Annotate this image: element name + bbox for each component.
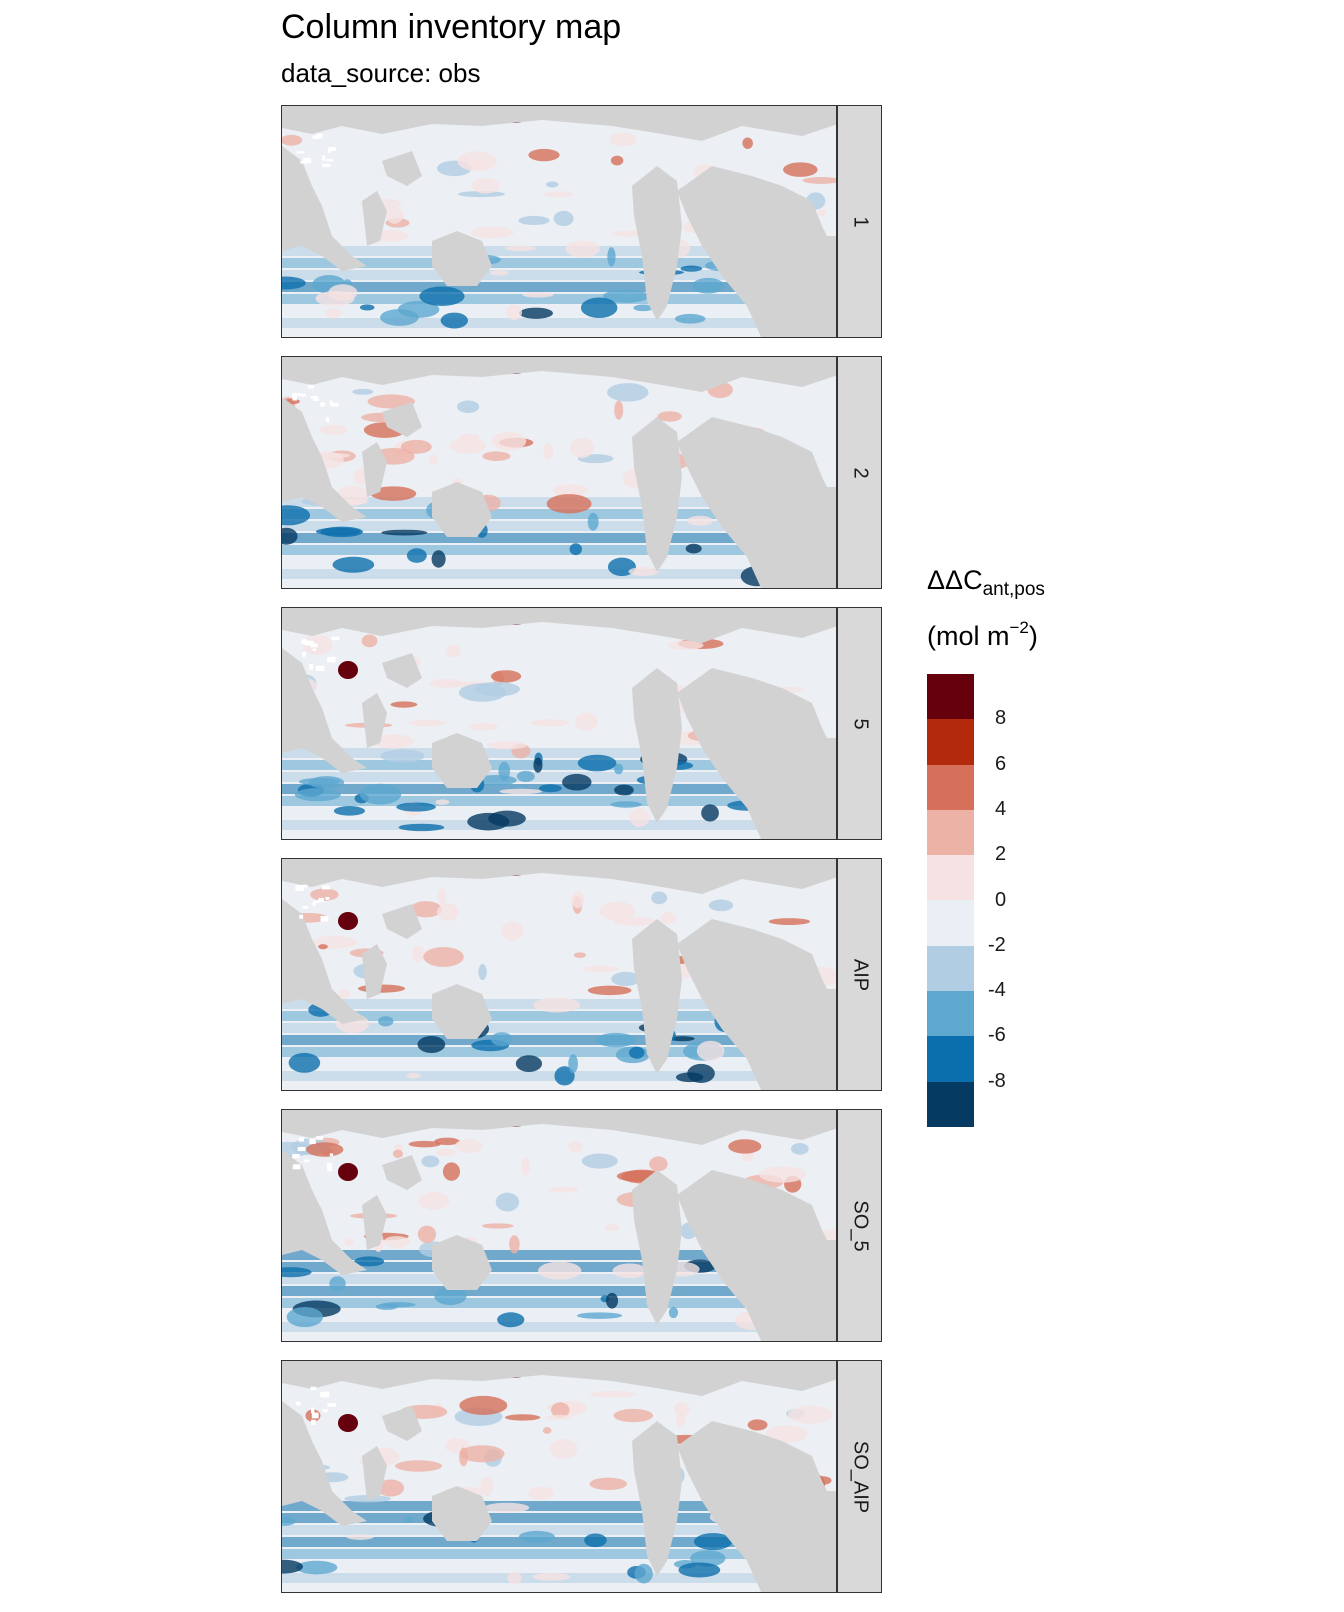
legend-tick-label: 2 [995, 843, 1007, 866]
ocean-map [282, 1361, 836, 1592]
facet-panel-2: 2 [281, 356, 882, 589]
legend-swatch [927, 674, 974, 720]
legend-tick-label: 0 [995, 888, 1007, 911]
facet-panel-so-aip: SO_AIP [281, 1360, 882, 1593]
map-panel [281, 858, 837, 1091]
facet-panel-5: 5 [281, 607, 882, 840]
legend-tick-label: 4 [995, 797, 1007, 820]
facet-strip: 1 [837, 105, 882, 338]
ocean-map [282, 357, 836, 588]
facet-strip: SO_5 [837, 1109, 882, 1342]
legend-unit: (mol m−2) [927, 618, 1038, 651]
plot-title: Column inventory map [281, 8, 622, 46]
facet-label: SO_5 [849, 1199, 871, 1252]
ocean-map [282, 1110, 836, 1341]
legend-tick-label: -2 [988, 933, 1006, 956]
legend-tick-label: -8 [988, 1069, 1006, 1092]
facet-strip: SO_AIP [837, 1360, 882, 1593]
ocean-map [282, 608, 836, 839]
map-panel [281, 1109, 837, 1342]
facet-label: 1 [849, 215, 871, 228]
facet-label: SO_AIP [849, 1440, 871, 1513]
ocean-map [282, 106, 836, 337]
legend-tick-label: -6 [988, 1024, 1006, 1047]
legend-title: ΔΔCant,pos [927, 565, 1045, 600]
legend-swatch [927, 1036, 974, 1082]
facet-panel-so-5: SO_5 [281, 1109, 882, 1342]
facet-strip: 5 [837, 607, 882, 840]
legend-swatch [927, 855, 974, 901]
legend-swatch [927, 764, 974, 810]
legend-tick-label: -4 [988, 979, 1006, 1002]
facet-strip: AIP [837, 858, 882, 1091]
facet-label: 2 [849, 466, 871, 479]
map-panel [281, 1360, 837, 1593]
facet-label: AIP [849, 958, 871, 991]
legend-colorbar [927, 674, 974, 1127]
plot-subtitle: data_source: obs [281, 58, 481, 88]
legend-swatch [927, 809, 974, 856]
map-panel [281, 105, 837, 338]
legend-tick-label: 8 [995, 707, 1007, 730]
facet-label: 5 [849, 717, 871, 730]
legend-swatch [927, 945, 974, 992]
facet-strip: 2 [837, 356, 882, 589]
legend-swatch [927, 991, 974, 1037]
facet-panel-1: 1 [281, 105, 882, 338]
legend-swatch [927, 900, 974, 946]
legend-swatch [927, 719, 974, 765]
ocean-map [282, 859, 836, 1090]
legend-swatch [927, 1081, 974, 1127]
legend-tick-label: 6 [995, 752, 1007, 775]
map-panel [281, 356, 837, 589]
facet-panel-aip: AIP [281, 858, 882, 1091]
map-panel [281, 607, 837, 840]
